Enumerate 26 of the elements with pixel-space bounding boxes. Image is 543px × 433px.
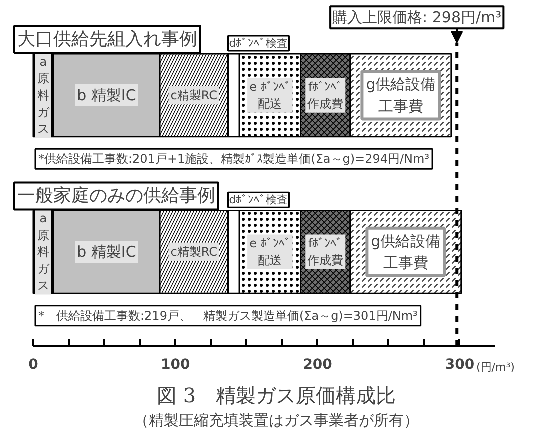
text: a原料ガス xyxy=(37,212,50,293)
series-label: dﾎﾞﾝﾍﾞ検査 xyxy=(229,37,288,50)
x-tick-label: 300 xyxy=(445,357,475,374)
text: b 精製IC xyxy=(77,243,136,262)
text: dﾎﾞﾝﾍﾞ検査 xyxy=(229,194,288,207)
series-label: e ﾎﾞﾝﾍﾞ配送 xyxy=(250,80,291,111)
text: g供給設備工事費 xyxy=(371,232,441,272)
series-label: fﾎﾞﾝﾍﾞ作成費 xyxy=(306,80,344,111)
annotation: *供給設備工事数:201戸+1施設、精製ｶﾞｽ製造単価(Σa～g)=294円/Nm³ xyxy=(38,152,430,166)
y-tick-label: 大口供給先組入れ事例 xyxy=(18,29,198,50)
text: fﾎﾞﾝﾍﾞ作成費 xyxy=(308,236,344,268)
ref-line-label: 購入上限価格: 298円/m³ xyxy=(332,8,502,27)
x-tick-label: 100 xyxy=(161,357,191,374)
series-label: b 精製IC xyxy=(77,86,136,104)
annotation: * 供給設備工事数:219戸、 精製ガス製造単価(Σa～g)=301円/Nm³ xyxy=(38,308,418,323)
series-label: a原料ガス xyxy=(37,54,50,136)
series-label: g供給設備工事費 xyxy=(366,76,436,116)
y-tick-label: 一般家庭のみの供給事例 xyxy=(18,186,216,207)
x-tick-label: 0 xyxy=(28,357,39,374)
x-axis-title: (円/m³) xyxy=(476,360,515,374)
text: （精製圧縮充填装置はガス事業者が所有） xyxy=(134,412,419,430)
text: 図 3 精製ガス原価構成比 xyxy=(156,384,396,408)
text: e ﾎﾞﾝﾍﾞ配送 xyxy=(250,236,291,268)
x-tick-label: 200 xyxy=(303,357,333,374)
series-label: c精製RC xyxy=(170,88,218,102)
text: c精製RC xyxy=(170,245,218,260)
